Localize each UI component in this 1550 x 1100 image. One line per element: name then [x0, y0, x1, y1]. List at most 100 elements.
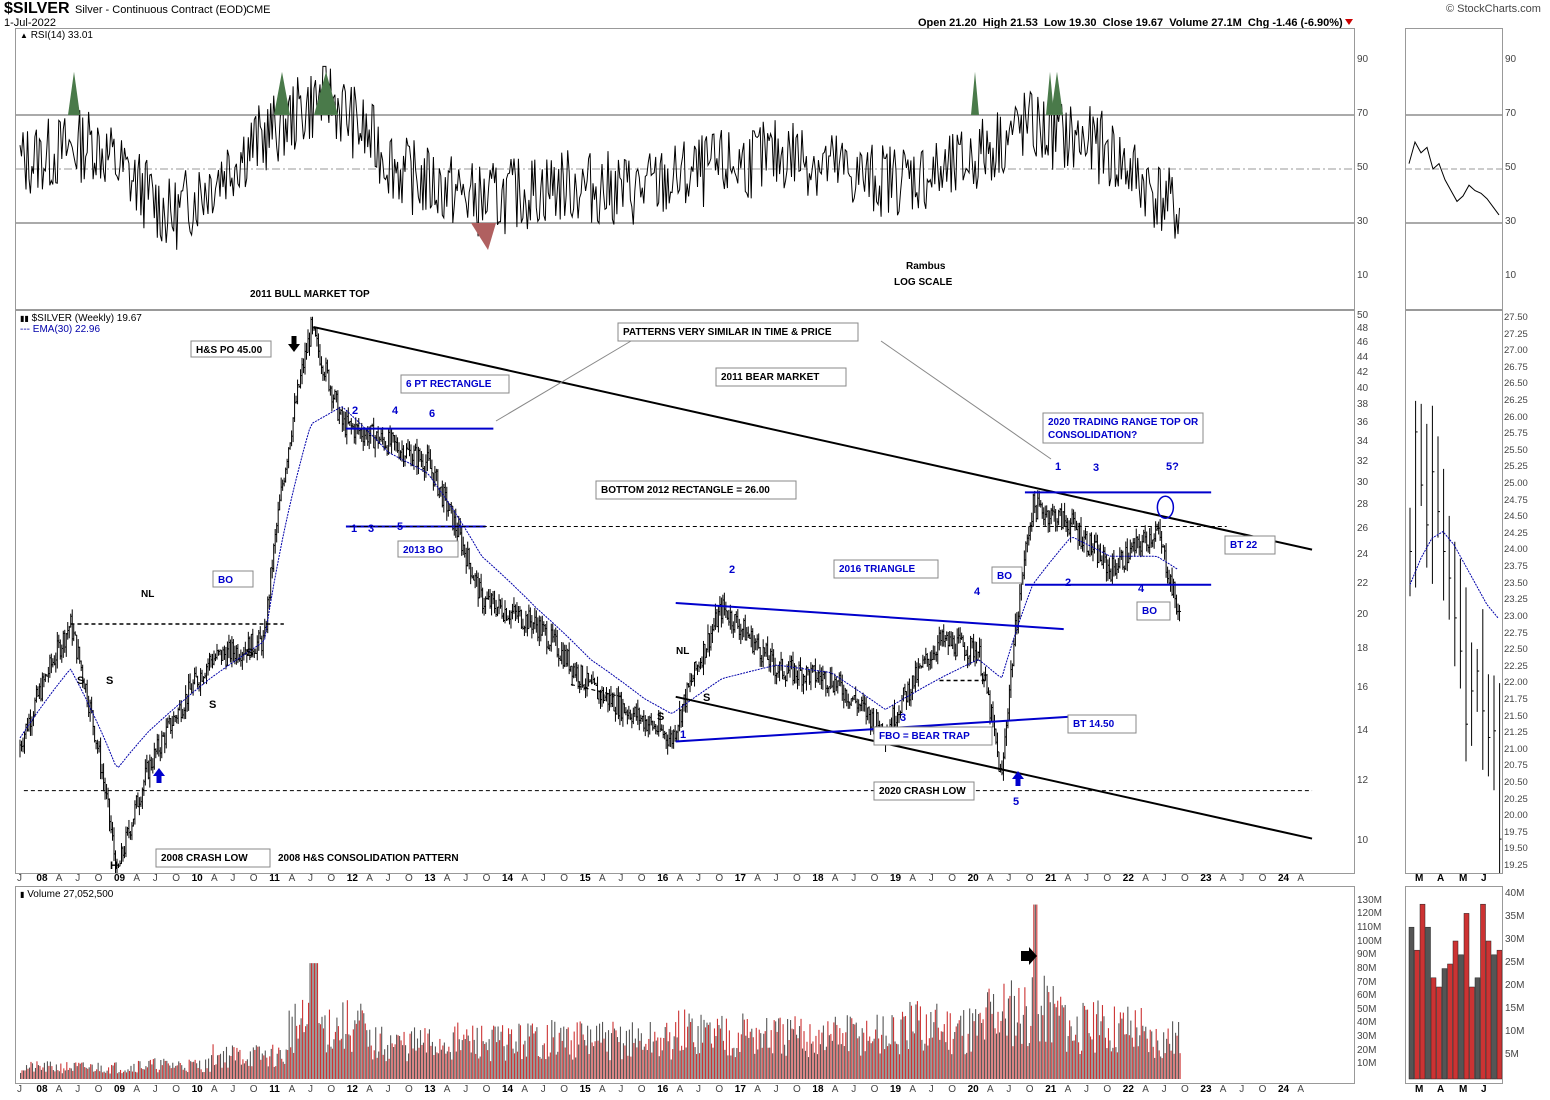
rsi-legend: ▲ RSI(14) 33.01: [20, 30, 93, 41]
volume-bar: [766, 1018, 768, 1079]
volume-bar: [1163, 1032, 1165, 1079]
annotation-box: [617, 322, 859, 342]
x-axis-tick: A: [211, 1084, 218, 1095]
volume-bar: [131, 1071, 134, 1079]
volume-bar: [354, 1020, 356, 1079]
volume-bar: [1161, 1058, 1163, 1079]
volume-bar: [870, 1043, 872, 1079]
volume-bar: [300, 1018, 302, 1079]
volume-bar: [1175, 1032, 1177, 1079]
volume-bar: [584, 1040, 586, 1079]
volume-bar: [133, 1063, 135, 1079]
volume-bar: [24, 1070, 26, 1079]
volume-bar: [1089, 1036, 1092, 1079]
x-axis-tick: J: [1084, 873, 1089, 884]
volume-bar: [1046, 985, 1048, 1079]
volume-bar: [609, 1060, 611, 1079]
price-axis-tick: 46: [1357, 337, 1369, 349]
volume-bar: [819, 1044, 821, 1079]
x-axis-tick: A: [366, 1084, 373, 1095]
zoom-volume-bar: [1469, 986, 1475, 1080]
volume-bar: [48, 1065, 50, 1079]
volume-bar: [675, 1022, 677, 1079]
x-axis-tick: 14: [502, 873, 514, 884]
volume-bar: [478, 1058, 480, 1079]
volume-bar: [1158, 1050, 1160, 1079]
zoom-price-tick: 21.50: [1504, 710, 1528, 722]
zoom-volume-tick: 40M: [1505, 888, 1525, 899]
volume-bar: [360, 1003, 362, 1079]
volume-bar: [1063, 1007, 1065, 1079]
zoom-volume-bar: [1496, 949, 1502, 1080]
zoom-price-tick: 20.00: [1504, 810, 1528, 822]
volume-bar: [254, 1049, 256, 1079]
volume-bar: [604, 1032, 607, 1079]
volume-bar: [516, 1051, 519, 1079]
volume-bar: [152, 1059, 154, 1079]
volume-bar: [1082, 1002, 1084, 1079]
volume-bar: [375, 1027, 377, 1079]
volume-bar: [243, 1063, 245, 1079]
volume-bar: [1128, 1035, 1130, 1079]
x-axis-tick: O: [94, 873, 103, 884]
volume-bar: [1113, 1006, 1115, 1079]
x-axis-tick: A: [443, 1084, 451, 1095]
x-axis-tick: J: [1084, 1084, 1089, 1095]
volume-bar: [1154, 1057, 1156, 1079]
volume-bar: [900, 1019, 902, 1079]
volume-bar: [901, 1011, 904, 1079]
volume-axis-tick: 20M: [1357, 1044, 1377, 1056]
volume-bar: [966, 1052, 968, 1079]
volume-bar: [506, 1044, 508, 1079]
volume-bar: [784, 1044, 786, 1079]
price-axis-tick: 34: [1357, 435, 1369, 447]
volume-bar: [801, 1048, 804, 1079]
x-axis-tick: J: [75, 873, 81, 884]
x-axis-tick: O: [948, 873, 956, 884]
volume-bar: [94, 1071, 96, 1079]
price-axis: 10 12 14 16 18 20 22 24 26 28 30 32 34 36 38 40 42 44 46 48…: [1355, 310, 1400, 872]
volume-bar: [384, 1049, 386, 1079]
x-axis-tick: O: [715, 1084, 724, 1095]
volume-bar: [731, 1048, 733, 1079]
volume-bar: [58, 1071, 60, 1079]
volume-bar: [957, 1023, 959, 1079]
volume-bar: [915, 1004, 917, 1079]
zoom-volume-bar: [1480, 903, 1486, 1080]
volume-bar: [579, 1021, 581, 1079]
x-axis-tick: A: [55, 873, 63, 884]
volume-axis-tick: 120M: [1357, 908, 1383, 920]
symbol-title: $SILVER: [4, 0, 70, 17]
x-axis-tick: O: [1258, 873, 1267, 884]
volume-bar: [864, 1051, 866, 1079]
volume-bar: [942, 1031, 944, 1079]
volume-bar: [596, 1025, 598, 1079]
annotation-box: [873, 726, 993, 746]
x-axis-tick: O: [793, 873, 801, 884]
volume-bar: [631, 1022, 633, 1079]
x-axis-tick: A: [987, 1084, 994, 1095]
volume-bar: [804, 1050, 807, 1079]
rsi-zoom-chart: [1406, 114, 1502, 224]
volume-bar: [1031, 977, 1033, 1079]
volume-bar: [403, 1031, 405, 1079]
volume-bar: [536, 1027, 538, 1079]
volume-bar: [961, 1035, 963, 1079]
annotation-box: [155, 848, 271, 868]
volume-bar: [197, 1067, 199, 1079]
volume-bar: [282, 1061, 284, 1079]
x-axis-tick: 16: [657, 1084, 669, 1095]
x-axis-tick: O: [1181, 1084, 1189, 1095]
x-axis-tick: A: [521, 873, 529, 884]
x-axis-tick: J: [851, 1084, 857, 1095]
volume-bar: [525, 1056, 527, 1079]
volume-bar: [715, 1036, 717, 1079]
volume-bar: [291, 1016, 293, 1079]
volume-bar: [408, 1053, 410, 1079]
volume-bar: [567, 1027, 569, 1079]
volume-bar: [454, 1026, 456, 1079]
volume-bar: [1125, 1034, 1127, 1079]
volume-bar: [685, 1047, 687, 1079]
annotation-box: [1067, 714, 1137, 734]
